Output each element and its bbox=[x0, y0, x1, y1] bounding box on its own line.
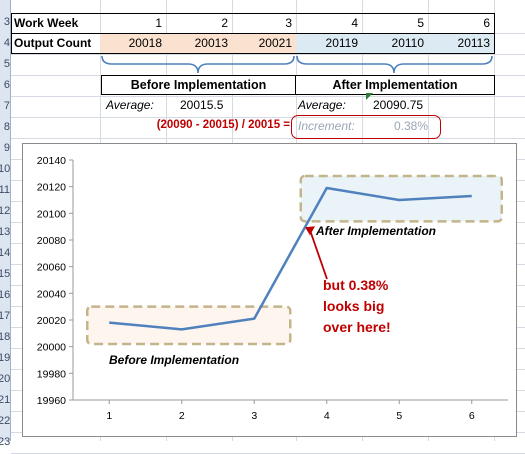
y-tick-label: 20000 bbox=[37, 342, 66, 354]
row-number[interactable]: 10 bbox=[0, 163, 10, 175]
grid-line bbox=[11, 96, 525, 97]
increment-label[interactable]: Increment: bbox=[298, 119, 355, 133]
callout-arrowhead bbox=[305, 226, 315, 235]
chart-canvas: 19960 19980 20000 20020 20040 20060 20080 20100… bbox=[23, 144, 518, 438]
callout-line: over here! bbox=[323, 317, 391, 338]
callout-annotation: but 0.38% looks big over here! bbox=[323, 275, 391, 338]
y-tick-label: 20120 bbox=[37, 182, 66, 194]
output-cell-before[interactable]: 20018 bbox=[100, 34, 166, 53]
row-number[interactable]: 15 bbox=[0, 268, 10, 280]
week-cell[interactable]: 3 bbox=[232, 14, 296, 33]
table-divider bbox=[11, 33, 495, 34]
week-cell[interactable]: 2 bbox=[166, 14, 232, 33]
output-cell-after[interactable]: 20110 bbox=[362, 34, 428, 53]
output-count-label[interactable]: Output Count bbox=[11, 34, 100, 53]
output-cell-after[interactable]: 20113 bbox=[428, 34, 494, 53]
after-average-value[interactable]: 20090.75 bbox=[373, 98, 423, 112]
grid-line bbox=[11, 138, 525, 139]
row-number[interactable]: 3 bbox=[0, 16, 10, 28]
row-number[interactable]: 5 bbox=[0, 58, 10, 70]
x-tick-label: 5 bbox=[396, 410, 402, 422]
row-number[interactable]: 23 bbox=[0, 436, 10, 448]
week-cell[interactable]: 4 bbox=[296, 14, 362, 33]
row-number[interactable]: 19 bbox=[0, 352, 10, 364]
comment-marker-icon bbox=[366, 93, 374, 101]
before-average-value[interactable]: 20015.5 bbox=[180, 98, 223, 112]
callout-line: but 0.38% bbox=[323, 275, 391, 296]
y-tick-label: 20080 bbox=[37, 235, 66, 247]
output-cell-before[interactable]: 20013 bbox=[166, 34, 232, 53]
increment-value[interactable]: 0.38% bbox=[360, 119, 428, 133]
callout-line: looks big bbox=[323, 296, 391, 317]
after-implementation-header[interactable]: After Implementation bbox=[295, 75, 495, 95]
y-tick-label: 20040 bbox=[37, 288, 66, 300]
row-number[interactable]: 14 bbox=[0, 247, 10, 259]
week-cell[interactable]: 5 bbox=[362, 14, 428, 33]
brace-shapes bbox=[100, 54, 500, 76]
row-number[interactable]: 12 bbox=[0, 205, 10, 217]
x-tick-label: 1 bbox=[106, 410, 112, 422]
row-number[interactable]: 16 bbox=[0, 289, 10, 301]
row-number[interactable]: 9 bbox=[0, 142, 10, 154]
x-tick-label: 4 bbox=[324, 410, 330, 422]
week-cell[interactable]: 1 bbox=[100, 14, 166, 33]
output-line-chart[interactable]: 19960 19980 20000 20020 20040 20060 20080 20100… bbox=[22, 143, 517, 437]
grid-line bbox=[11, 117, 525, 118]
y-tick-label: 19980 bbox=[37, 368, 66, 380]
y-tick-label: 19960 bbox=[37, 395, 66, 407]
output-cell-after[interactable]: 20119 bbox=[296, 34, 362, 53]
row-number[interactable]: 13 bbox=[0, 226, 10, 238]
y-tick-label: 20100 bbox=[37, 208, 66, 220]
y-tick-label: 20020 bbox=[37, 315, 66, 327]
before-average-label[interactable]: Average: bbox=[106, 98, 154, 112]
row-number[interactable]: 17 bbox=[0, 310, 10, 322]
before-implementation-annotation: Before Implementation bbox=[109, 353, 239, 367]
row-number[interactable]: 7 bbox=[0, 100, 10, 112]
before-implementation-header[interactable]: Before Implementation bbox=[101, 75, 296, 95]
after-average-label[interactable]: Average: bbox=[298, 98, 346, 112]
row-number[interactable]: 11 bbox=[0, 184, 10, 196]
x-tick-label: 2 bbox=[179, 410, 185, 422]
row-number[interactable]: 21 bbox=[0, 394, 10, 406]
row-number[interactable]: 20 bbox=[0, 373, 10, 385]
y-tick-label: 20140 bbox=[37, 155, 66, 167]
row-number[interactable]: 6 bbox=[0, 79, 10, 91]
week-cell[interactable]: 6 bbox=[428, 14, 494, 33]
output-cell-before[interactable]: 20021 bbox=[232, 34, 296, 53]
row-number[interactable]: 18 bbox=[0, 331, 10, 343]
row-number[interactable]: 8 bbox=[0, 121, 10, 133]
x-tick-label: 3 bbox=[251, 410, 257, 422]
work-week-label[interactable]: Work Week bbox=[11, 14, 100, 33]
row-number[interactable]: 4 bbox=[0, 37, 10, 49]
after-implementation-annotation: After Implementation bbox=[316, 224, 436, 238]
y-tick-label: 20060 bbox=[37, 262, 66, 274]
x-tick-label: 6 bbox=[469, 410, 475, 422]
before-highlight-region bbox=[87, 307, 290, 344]
row-number[interactable]: 22 bbox=[0, 415, 10, 427]
increment-formula[interactable]: (20090 - 20015) / 20015 = bbox=[120, 119, 290, 131]
